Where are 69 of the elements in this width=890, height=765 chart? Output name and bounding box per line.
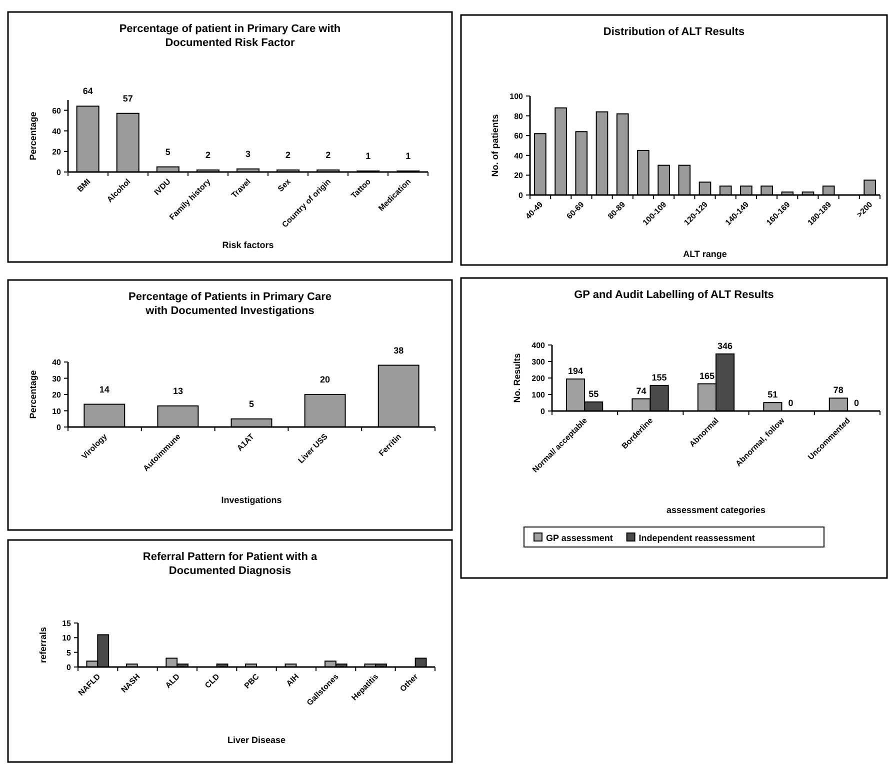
y-tick-label: 40	[514, 151, 524, 160]
data-label: 0	[788, 398, 794, 408]
data-label: 1	[406, 150, 411, 161]
data-label: 346	[718, 340, 733, 351]
chart-title: Referral Pattern for Patient with a Documented Diagnosis	[142, 551, 318, 577]
y-tick-label: 20	[514, 171, 524, 180]
data-label: 3	[245, 148, 251, 159]
data-label: 1	[366, 150, 371, 161]
data-label: 2	[326, 150, 331, 160]
data-label: 5	[248, 398, 254, 409]
y-tick-label: 0	[66, 663, 72, 672]
data-label: 55	[588, 388, 599, 399]
y-tick-label: 0	[540, 407, 546, 416]
y-axis-title: Percentage	[28, 370, 38, 419]
chart-title: Distribution of ALT Results	[603, 26, 745, 38]
y-tick-label: 60	[52, 106, 62, 116]
x-tick-label: CLD	[203, 672, 222, 690]
y-tick-label: 200	[532, 374, 546, 383]
y-axis-title: referrals	[38, 626, 48, 664]
y-tick-label: 300	[532, 358, 546, 366]
y-tick-label: 60	[514, 132, 524, 141]
data-label: 13	[172, 386, 183, 396]
y-tick-label: 100	[532, 390, 546, 400]
y-tick-label: 20	[52, 390, 62, 400]
data-label: 2	[205, 150, 210, 160]
y-axis-title: Percentage	[28, 112, 38, 160]
x-axis-title: Risk factors	[222, 240, 274, 250]
y-tick-label: 10	[62, 634, 72, 643]
data-label: 0	[854, 398, 860, 408]
x-axis-title: assessment categories	[666, 505, 766, 515]
x-axis-title: ALT range	[683, 249, 727, 259]
chart-title: Percentage of Patients in Primary Care with Documented Investigations	[128, 291, 332, 317]
legend-label: Independent reassessment	[638, 533, 755, 543]
data-label: 155	[652, 372, 667, 382]
data-label: 194	[568, 366, 584, 376]
data-label: 74	[636, 386, 646, 396]
data-label: 20	[320, 374, 330, 384]
y-tick-label: 40	[52, 126, 62, 136]
data-label: 5	[165, 146, 170, 157]
x-axis-title: Liver Disease	[227, 735, 286, 745]
x-tick-label: Sex	[276, 176, 293, 194]
x-tick-label: BMI	[76, 177, 92, 194]
data-label: 14	[99, 384, 110, 394]
y-tick-label: 80	[514, 112, 524, 121]
legend-label: GP assessment	[546, 533, 613, 543]
y-tick-label: 30	[52, 374, 62, 384]
x-tick-label: AIH	[284, 672, 301, 688]
y-tick-label: 400	[532, 341, 546, 350]
y-tick-label: 15	[62, 619, 72, 628]
data-label: 64	[82, 86, 93, 96]
data-label: 57	[122, 93, 133, 104]
y-axis-title: No. Results	[512, 353, 522, 403]
y-tick-label: 0	[56, 423, 62, 432]
y-tick-label: 20	[52, 147, 62, 156]
data-label: 38	[394, 345, 404, 356]
x-axis-title: Investigations	[221, 495, 282, 505]
data-label: 2	[286, 150, 291, 160]
y-tick-label: 0	[518, 191, 524, 200]
y-axis-title: No. of patients	[490, 114, 500, 177]
y-tick-label: 0	[56, 168, 62, 177]
chart-title: Percentage of patient in Primary Care with Documented Risk Factor	[119, 23, 341, 49]
y-tick-label: 10	[52, 406, 62, 416]
chart-title: GP and Audit Labelling of ALT Results	[574, 289, 774, 301]
y-tick-label: 100	[510, 92, 524, 101]
data-label: 51	[768, 390, 778, 400]
data-label: 78	[833, 385, 844, 396]
y-tick-label: 40	[52, 358, 62, 367]
y-tick-label: 5	[66, 648, 72, 658]
data-label: 165	[699, 370, 714, 381]
